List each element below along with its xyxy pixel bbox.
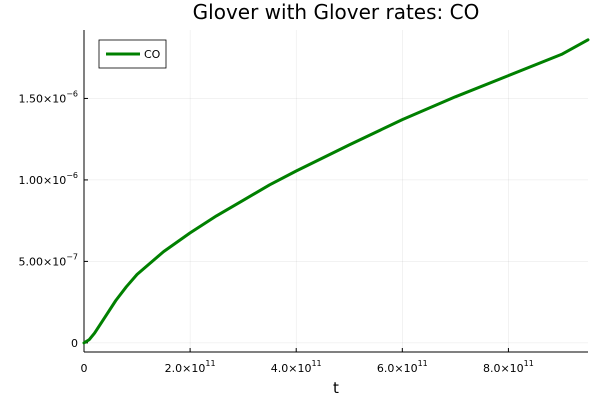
- x-tick-label-0: 0: [81, 362, 88, 375]
- legend: CO: [98, 39, 167, 69]
- tick-labels: 0 2.0×1011 4.0×1011 6.0×1011 8.0×1011 0 5.00×1…: [18, 89, 533, 375]
- y-tick-label-3: 1.50×10−6: [18, 89, 78, 105]
- y-tick-label-1: 5.00×10−7: [18, 252, 78, 268]
- x-axis-label: t: [333, 379, 339, 397]
- x-tick-label-3: 6.0×1011: [377, 359, 428, 375]
- legend-label-co: CO: [144, 48, 161, 61]
- series-line-co: [82, 38, 590, 345]
- series-layer: [82, 38, 590, 345]
- axes: [83, 30, 588, 353]
- x-tick-label-2: 4.0×1011: [271, 359, 322, 375]
- grid-lines: [83, 30, 588, 352]
- chart-title: Glover with Glover rates: CO: [193, 0, 480, 24]
- y-tick-label-2: 1.00×10−6: [18, 171, 78, 187]
- y-tick-label-0: 0: [71, 337, 78, 350]
- x-tick-label-1: 2.0×1011: [165, 359, 216, 375]
- x-tick-label-4: 8.0×1011: [483, 359, 534, 375]
